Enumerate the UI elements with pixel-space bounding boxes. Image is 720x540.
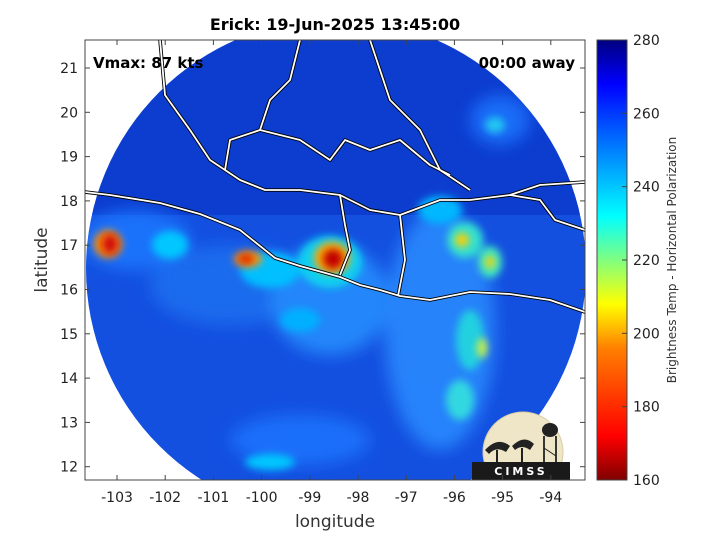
- colorbar-tick-label: 280: [633, 33, 660, 49]
- colorbar-tick-label: 160: [633, 473, 660, 489]
- colorbar-tick-label: 180: [633, 400, 660, 416]
- y-tick-label: 21: [60, 61, 78, 77]
- x-tick-label: -97: [395, 490, 418, 506]
- y-tick-label: 19: [60, 150, 78, 166]
- time-away-annotation: 00:00 away: [479, 54, 576, 72]
- x-axis-label: longitude: [295, 512, 375, 532]
- plot-area: Vmax: 87 kts 00:00 away CIMSS: [85, 40, 585, 480]
- x-axis-ticks: -103 -102 -101 -100 -99 -98 -97 -96 -95 -94: [101, 40, 562, 506]
- y-tick-label: 20: [60, 105, 78, 121]
- vmax-annotation: Vmax: 87 kts: [93, 54, 203, 72]
- x-tick-label: -94: [539, 490, 562, 506]
- colorbar-tick-label: 220: [633, 253, 660, 269]
- y-tick-label: 12: [60, 460, 78, 476]
- x-tick-label: -96: [443, 490, 466, 506]
- x-tick-label: -102: [149, 490, 181, 506]
- map-title: Erick: 19-Jun-2025 13:45:00: [210, 15, 460, 34]
- imagery-swath: [86, 40, 585, 480]
- y-tick-label: 14: [60, 371, 78, 387]
- y-tick-label: 13: [60, 415, 78, 431]
- x-tick-label: -101: [198, 490, 230, 506]
- colorbar: 280 260 240 220 200 180 160 Brightness Temp - …: [596, 33, 679, 489]
- y-tick-label: 18: [60, 194, 78, 210]
- colorbar-tick-label: 200: [633, 326, 660, 342]
- y-axis-ticks: 21 20 19 18 17 16 15 14 13 12: [60, 61, 585, 476]
- x-tick-label: -99: [298, 490, 321, 506]
- x-tick-label: -98: [347, 490, 370, 506]
- colorbar-ticks: 280 260 240 220 200 180 160: [622, 33, 660, 489]
- y-tick-label: 17: [60, 238, 78, 254]
- y-axis-label: latitude: [32, 227, 52, 292]
- x-tick-label: -95: [491, 490, 514, 506]
- y-tick-label: 15: [60, 327, 78, 343]
- cimss-logo-text: CIMSS: [494, 465, 547, 478]
- colorbar-tick-label: 240: [633, 180, 660, 196]
- coastlines-borders: [85, 40, 585, 314]
- cimss-logo: CIMSS: [472, 411, 570, 480]
- colorbar-label: Brightness Temp - Horizontal Polarizatio…: [665, 137, 679, 384]
- x-tick-label: -103: [101, 490, 133, 506]
- plot-frame: [84, 39, 586, 481]
- colorbar-tick-label: 260: [633, 106, 660, 122]
- y-tick-label: 16: [60, 283, 78, 299]
- x-tick-label: -100: [246, 490, 278, 506]
